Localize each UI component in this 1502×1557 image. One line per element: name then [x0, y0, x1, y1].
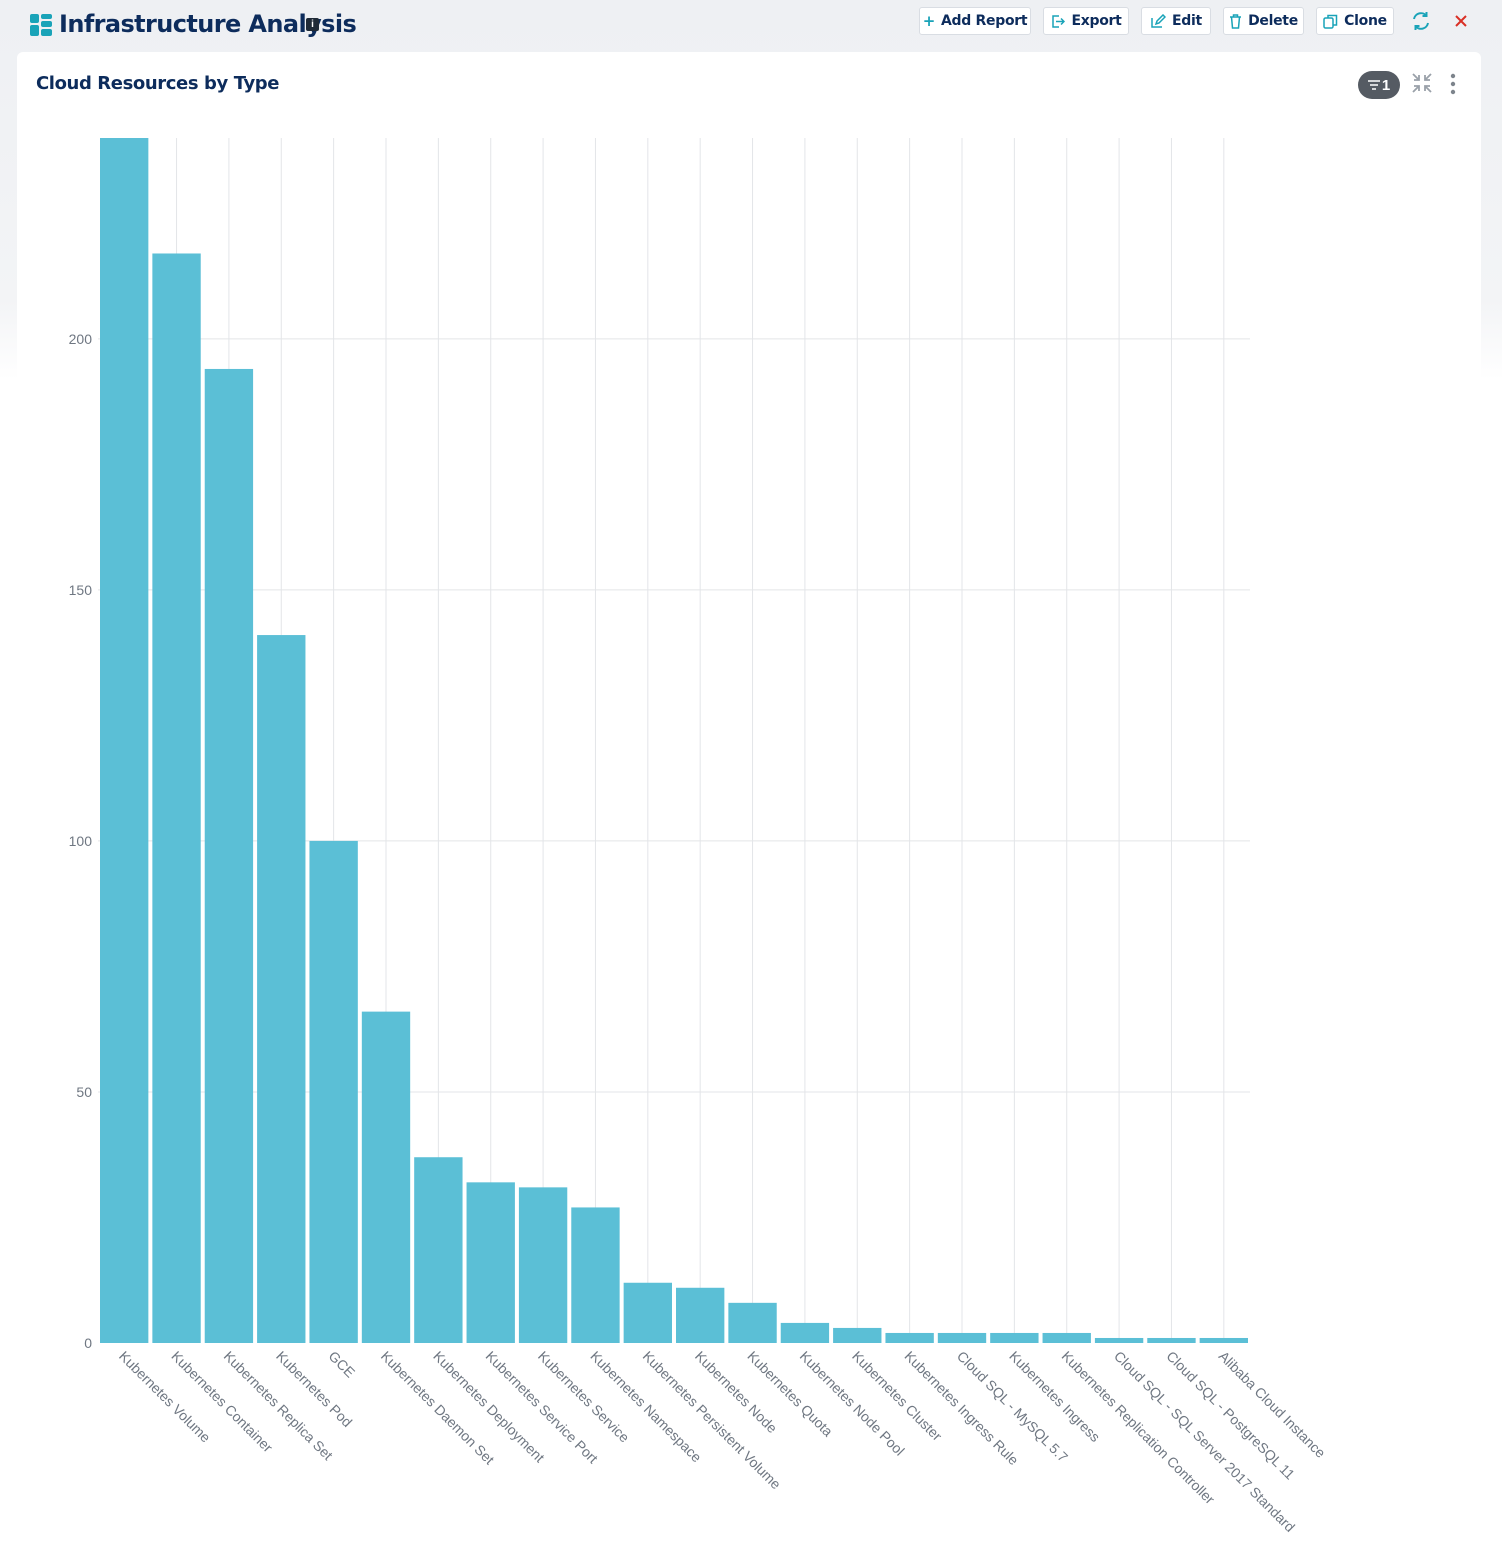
- dashboard-icon: [30, 14, 52, 36]
- clone-button[interactable]: Clone: [1316, 7, 1394, 35]
- clone-label: Clone: [1344, 13, 1387, 29]
- bar: [833, 1327, 882, 1343]
- edit-icon: [1151, 13, 1167, 28]
- plus-icon: +: [922, 11, 936, 30]
- bar: [309, 840, 358, 1343]
- bar: [1147, 1337, 1196, 1343]
- filter-icon: [1367, 80, 1380, 90]
- add-report-label: Add Report: [941, 13, 1028, 29]
- add-report-button[interactable]: + Add Report: [919, 7, 1031, 35]
- close-icon[interactable]: [1449, 9, 1473, 33]
- kebab-menu-icon[interactable]: [1447, 72, 1459, 96]
- edit-button[interactable]: Edit: [1141, 7, 1211, 35]
- filter-badge[interactable]: 1: [1358, 71, 1400, 99]
- bar: [780, 1322, 830, 1343]
- bar: [152, 253, 201, 1344]
- bar: [937, 1332, 987, 1343]
- y-tick-label: 150: [69, 582, 93, 598]
- bar: [257, 635, 306, 1343]
- x-tick-label: Kubernetes Ingress: [1006, 1348, 1103, 1445]
- refresh-icon[interactable]: [1409, 9, 1433, 33]
- export-icon: [1052, 14, 1066, 28]
- trash-icon: [1230, 13, 1242, 29]
- bar: [204, 368, 254, 1343]
- bar: [1094, 1337, 1144, 1343]
- bar: [1042, 1332, 1091, 1343]
- bar: [990, 1332, 1039, 1343]
- bar: [885, 1332, 934, 1343]
- bar: [361, 1011, 411, 1343]
- bar: [466, 1182, 515, 1343]
- x-tick-label: Alibaba Cloud Instance: [1216, 1348, 1329, 1461]
- x-tick-label: Kubernetes Container: [168, 1348, 276, 1456]
- bar: [728, 1302, 777, 1343]
- x-tick-label: Kubernetes Volume: [116, 1348, 214, 1446]
- delete-button[interactable]: Delete: [1223, 7, 1304, 35]
- x-tick-label: Kubernetes Cluster: [849, 1348, 945, 1444]
- collapse-icon[interactable]: [1411, 72, 1433, 94]
- y-tick-label: 200: [69, 331, 93, 347]
- x-tick-label: Kubernetes Service: [535, 1348, 633, 1446]
- card-title: Cloud Resources by Type: [36, 73, 280, 94]
- clone-icon: [1323, 14, 1338, 29]
- y-tick-label: 100: [69, 833, 93, 849]
- bar: [623, 1282, 672, 1343]
- x-tick-label: Kubernetes Node Pool: [797, 1348, 908, 1459]
- bar: [676, 1287, 725, 1343]
- bar: [414, 1157, 463, 1343]
- export-label: Export: [1071, 13, 1122, 29]
- export-button[interactable]: Export: [1043, 7, 1129, 35]
- delete-label: Delete: [1248, 13, 1298, 29]
- filter-count: 1: [1381, 76, 1391, 94]
- bar: [518, 1187, 568, 1343]
- y-tick-label: 0: [84, 1335, 92, 1351]
- bar: [571, 1207, 620, 1343]
- bar: [100, 138, 149, 1343]
- info-icon[interactable]: i: [306, 18, 319, 31]
- x-tick-label: Cloud SQL - SQL Server 2017 Standard: [1111, 1348, 1298, 1535]
- edit-label: Edit: [1172, 13, 1202, 29]
- x-tick-label: GCE: [326, 1348, 359, 1381]
- bar: [1199, 1337, 1248, 1343]
- y-tick-label: 50: [76, 1084, 92, 1100]
- top-bar: Infrastructure Analysis i + Add Report E…: [0, 0, 1502, 50]
